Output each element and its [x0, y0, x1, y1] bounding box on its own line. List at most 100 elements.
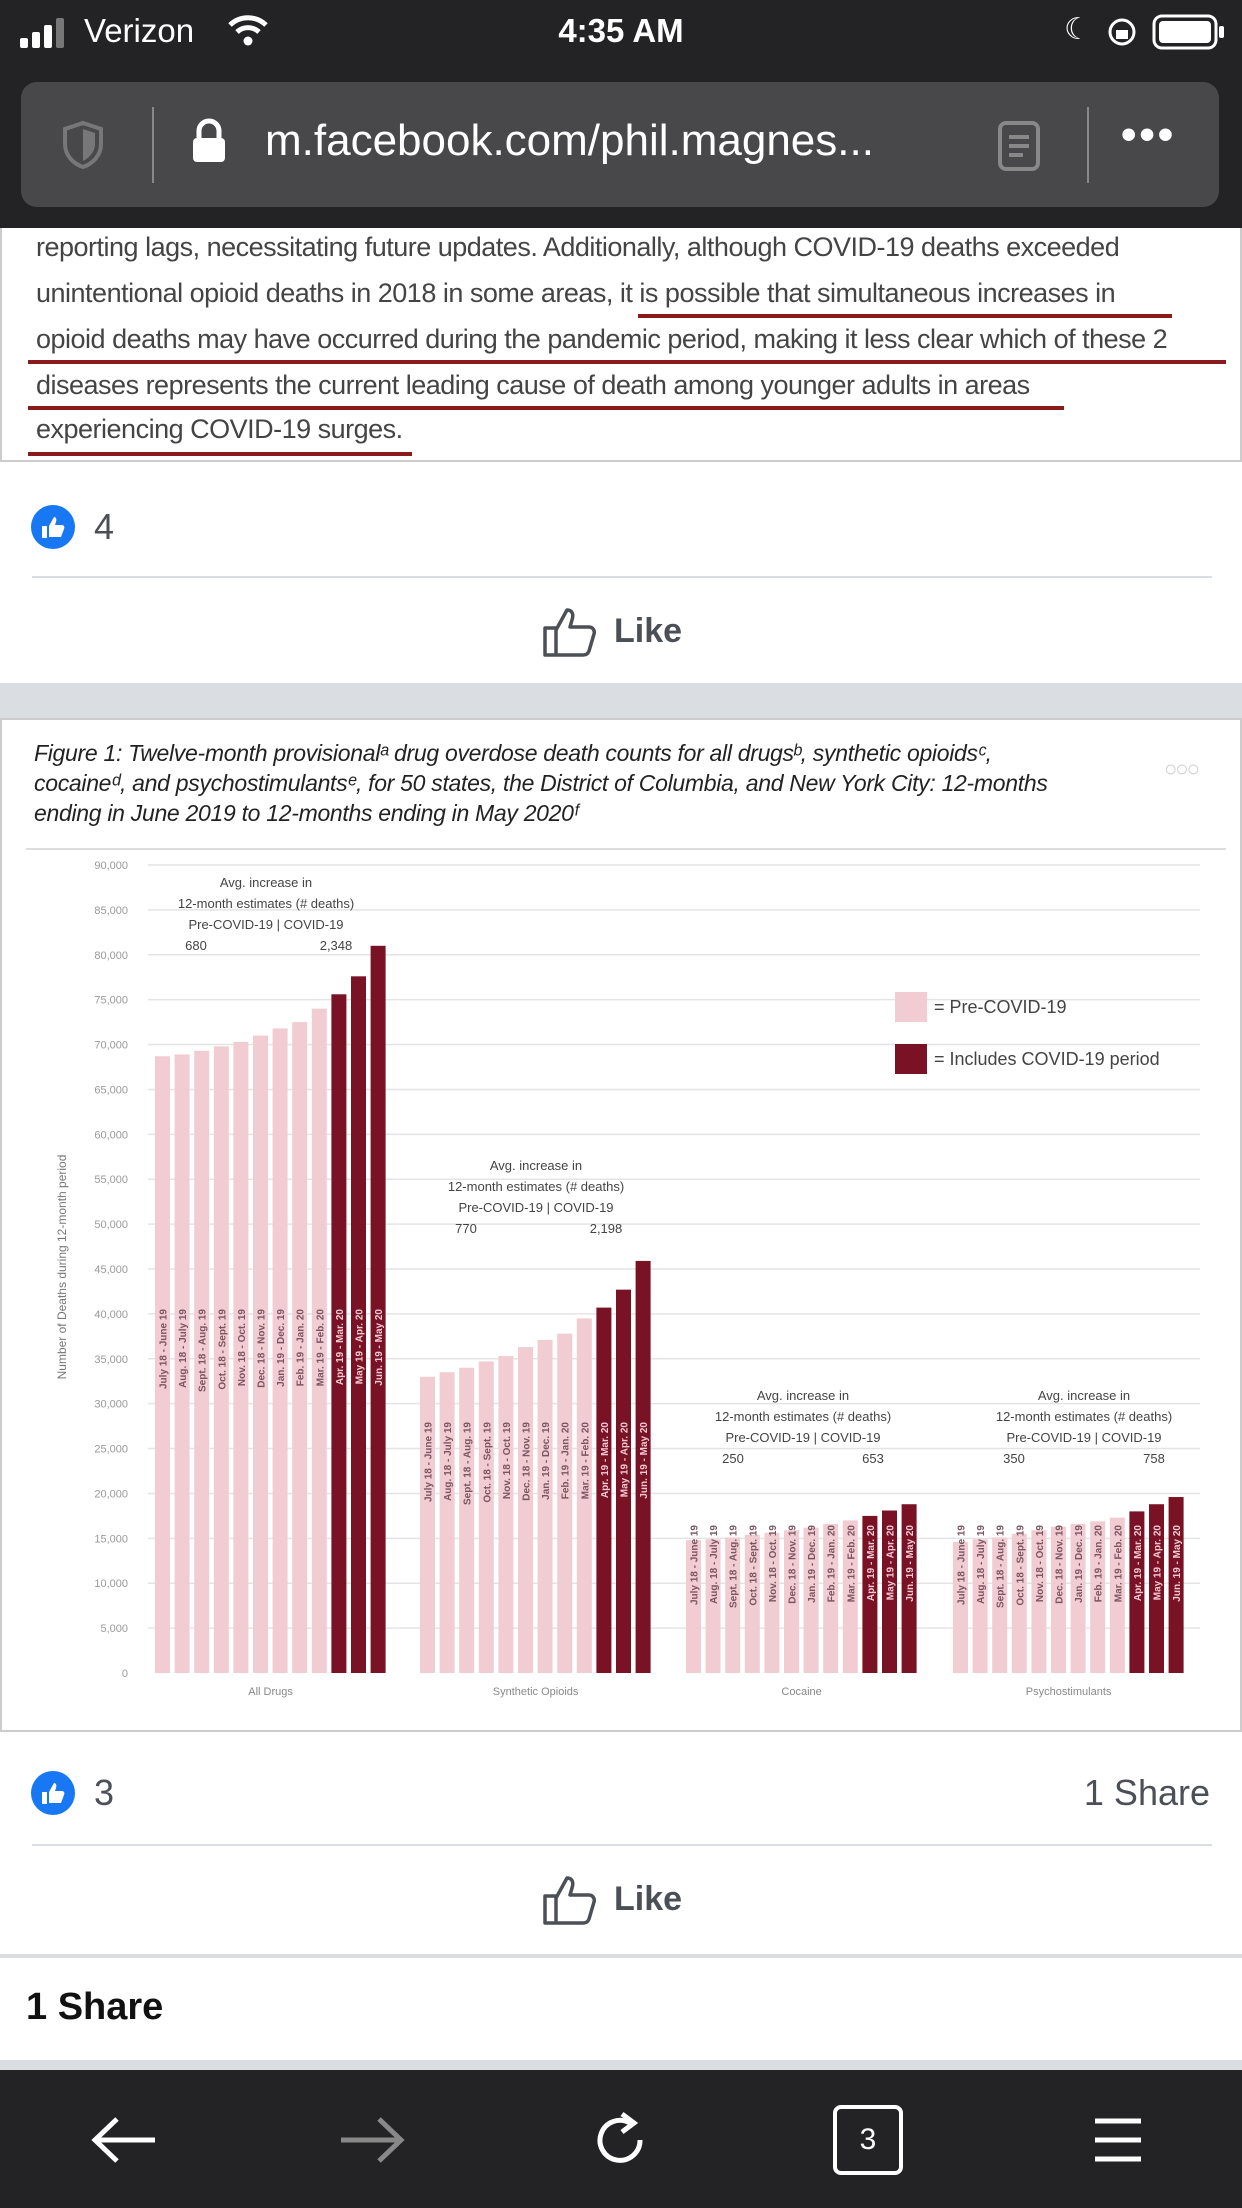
bar-period-label: Nov. 18 - Oct. 19 [502, 1422, 513, 1500]
bar-period-label: May 19 - Apr. 20 [886, 1525, 897, 1601]
post-card: Figure 1: Twelve-month provisionalᵃ drug… [0, 718, 1242, 1954]
menu-button[interactable] [1078, 2100, 1158, 2180]
shield-icon[interactable] [61, 120, 105, 170]
bar [194, 1050, 210, 1673]
like-button[interactable]: Like [542, 604, 682, 658]
y-tick-label: 15,000 [94, 1533, 128, 1545]
bar [901, 1504, 917, 1673]
bar [635, 1260, 651, 1673]
y-tick-label: 20,000 [94, 1488, 128, 1500]
bar-period-label: Mar. 19 - Feb. 20 [580, 1422, 591, 1500]
group-label: Cocaine [781, 1686, 821, 1698]
like-reaction-icon[interactable] [30, 1770, 76, 1816]
y-tick-label: 60,000 [94, 1129, 128, 1141]
y-tick-label: 5,000 [100, 1623, 128, 1635]
like-label: Like [614, 611, 683, 650]
bar [882, 1510, 897, 1673]
like-reaction-icon[interactable] [30, 504, 76, 550]
bar [459, 1367, 475, 1673]
bar-period-label: Jun. 19 - May 20 [639, 1422, 650, 1499]
bar [803, 1527, 819, 1673]
bar [862, 1515, 878, 1673]
bar-period-label: Apr. 19 - Mar. 20 [600, 1422, 611, 1499]
bar-period-label: Feb. 19 - Jan. 20 [561, 1422, 572, 1500]
forward-button[interactable] [332, 2100, 412, 2180]
shares-row[interactable]: 1 Share [0, 1956, 1242, 2060]
bar [174, 1054, 190, 1673]
bar-period-label: Oct. 18 - Sept. 19 [482, 1422, 493, 1503]
y-tick-label: 45,000 [94, 1264, 128, 1276]
bar-period-label: Feb. 19 - Jan. 20 [296, 1309, 307, 1387]
annotation-pre-value: 770 [455, 1221, 477, 1236]
tabs-count: 3 [833, 2105, 903, 2175]
back-button[interactable] [84, 2100, 164, 2180]
bar [972, 1539, 988, 1673]
bar-period-label: Oct. 18 - Sept. 19 [217, 1309, 228, 1390]
like-button[interactable]: Like [542, 1872, 682, 1926]
bar-period-label: Aug. 18 - July 19 [709, 1525, 720, 1604]
annotation-pre-value: 680 [185, 938, 207, 953]
bar-period-label: Nov. 18 - Oct. 19 [1035, 1525, 1046, 1603]
bar [744, 1534, 760, 1673]
annotation-covid-value: 653 [862, 1451, 884, 1466]
underline [28, 452, 412, 456]
bar-period-label: Jan. 19 - Dec. 19 [807, 1525, 818, 1603]
bar-chart: 0 5,000 10,000 15,000 20,000 25,000 30,000 35,0… [55, 860, 1200, 1698]
reload-button[interactable] [580, 2100, 660, 2180]
annotation-covid-value: 2,198 [590, 1221, 623, 1236]
bar-period-label: Jun. 19 - May 20 [1172, 1525, 1183, 1602]
annotation-pre-value: 250 [722, 1451, 744, 1466]
underline [638, 314, 1172, 318]
group-label: All Drugs [248, 1686, 293, 1698]
bar [478, 1361, 494, 1673]
y-tick-label: 65,000 [94, 1084, 128, 1096]
y-tick-label: 55,000 [94, 1174, 128, 1186]
bar-period-label: Dec. 18 - Nov. 19 [257, 1309, 268, 1388]
bar-period-label: May 19 - Apr. 20 [620, 1422, 631, 1498]
annotation-covid-value: 758 [1143, 1451, 1165, 1466]
hamburger-menu-icon [1095, 2118, 1141, 2162]
bar [1051, 1526, 1066, 1673]
group-label: Psychostimulants [1026, 1686, 1112, 1698]
tabs-button[interactable]: 3 [828, 2100, 908, 2180]
bar-period-label: Jan. 19 - Dec. 19 [1074, 1525, 1085, 1603]
bar-period-label: Apr. 19 - Mar. 20 [1133, 1525, 1144, 1602]
bar [1070, 1523, 1086, 1673]
share-count[interactable]: 1 Share [1083, 1772, 1210, 1813]
bar [1011, 1533, 1027, 1673]
annotation-line: Avg. increase in [757, 1388, 849, 1403]
more-icon[interactable]: ••• [1121, 110, 1177, 159]
bar [213, 1046, 229, 1673]
legend-label: = Pre-COVID-19 [934, 997, 1067, 1017]
figure-title-line: cocaineᵈ, and psychostimulantsᵉ, for 50 … [34, 770, 1048, 796]
annotation-line: Avg. increase in [490, 1158, 582, 1173]
like-count[interactable]: 3 [94, 1772, 115, 1813]
y-tick-label: 40,000 [94, 1309, 128, 1321]
legend-swatch [895, 1044, 927, 1074]
y-tick-label: 35,000 [94, 1354, 128, 1366]
annotation-line: Pre-COVID-19 | COVID-19 [1006, 1430, 1161, 1445]
bar-period-label: Aug. 18 - July 19 [178, 1309, 189, 1388]
bar-period-label: Nov. 18 - Oct. 19 [768, 1525, 779, 1603]
bar [823, 1523, 839, 1673]
bar-period-label: July 18 - June 19 [424, 1422, 435, 1502]
bar [764, 1532, 780, 1673]
annotation-pre-value: 350 [1003, 1451, 1025, 1466]
bar [253, 1035, 268, 1673]
bar [784, 1530, 799, 1673]
shares-link[interactable]: 1 Share [26, 1986, 164, 2028]
like-count[interactable]: 4 [94, 506, 115, 547]
address-bar[interactable]: m.facebook.com/phil.magnes... ••• [21, 82, 1219, 207]
bar [1149, 1504, 1164, 1673]
bar [953, 1541, 968, 1673]
bar-period-label: Jun. 19 - May 20 [905, 1525, 916, 1602]
bar-period-label: Mar. 19 - Feb. 20 [315, 1309, 326, 1387]
bar [331, 994, 347, 1673]
y-tick-label: 25,000 [94, 1444, 128, 1456]
bar-period-label: Jan. 19 - Dec. 19 [541, 1422, 552, 1500]
bar [518, 1347, 533, 1673]
reader-mode-icon[interactable] [997, 120, 1041, 172]
url-text[interactable]: m.facebook.com/phil.magnes... [265, 116, 874, 165]
bar [1109, 1517, 1125, 1673]
bar-period-label: Feb. 19 - Jan. 20 [1094, 1525, 1105, 1603]
